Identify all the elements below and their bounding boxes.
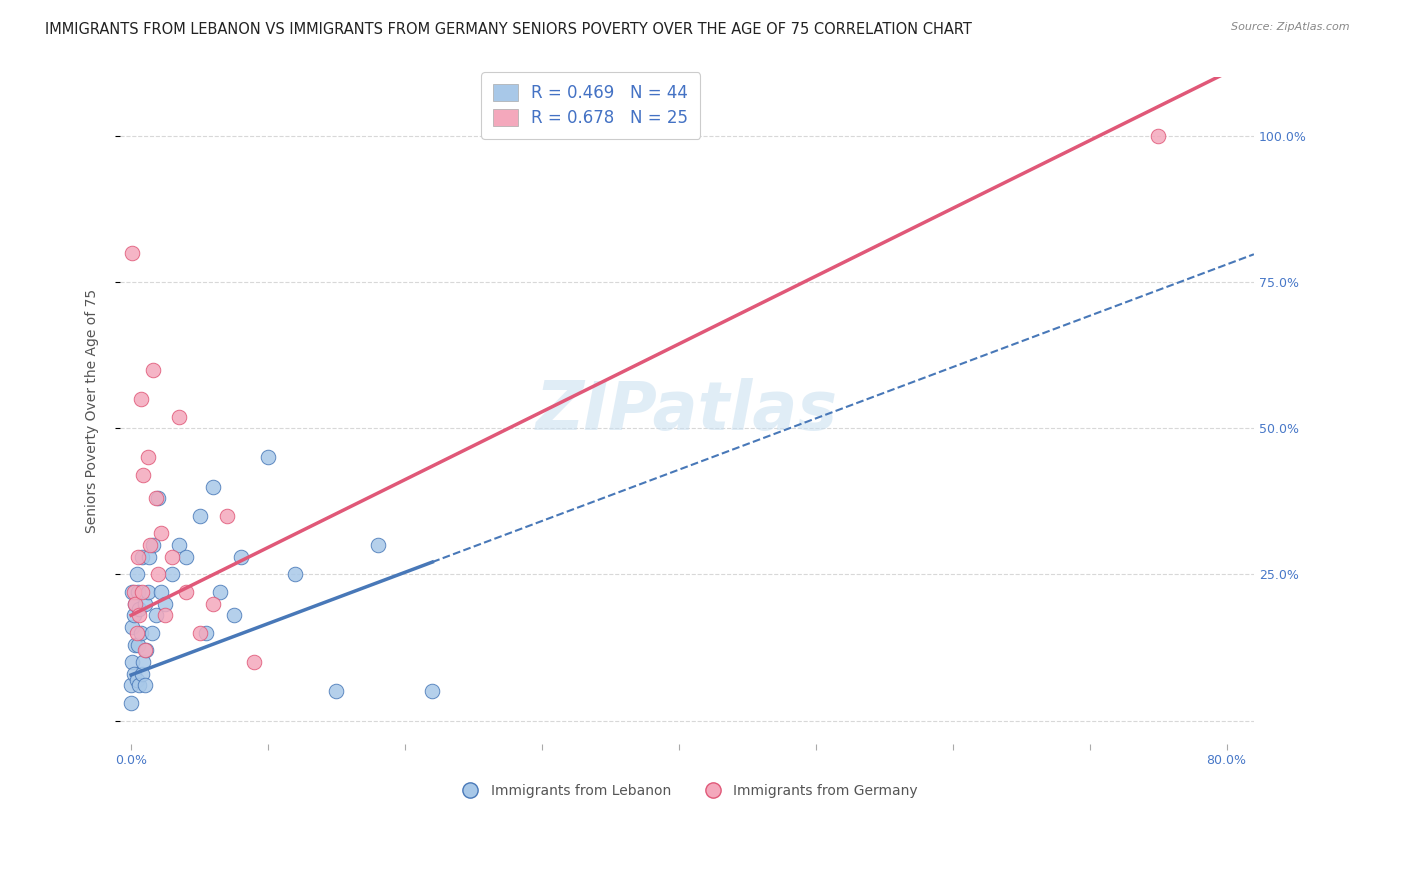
Point <box>129 625 152 640</box>
Point <box>160 567 183 582</box>
Point <box>138 549 160 564</box>
Point <box>131 666 153 681</box>
Point <box>139 538 162 552</box>
Point <box>122 608 145 623</box>
Point <box>136 585 159 599</box>
Point <box>125 567 148 582</box>
Point <box>202 480 225 494</box>
Point <box>120 678 142 692</box>
Text: Source: ZipAtlas.com: Source: ZipAtlas.com <box>1232 22 1350 32</box>
Point <box>128 678 150 692</box>
Point <box>127 638 149 652</box>
Point <box>160 549 183 564</box>
Point <box>174 549 197 564</box>
Legend: Immigrants from Lebanon, Immigrants from Germany: Immigrants from Lebanon, Immigrants from… <box>450 779 924 804</box>
Point <box>257 450 280 465</box>
Point <box>121 245 143 260</box>
Point <box>129 392 152 406</box>
Point <box>202 597 225 611</box>
Point <box>132 655 155 669</box>
Point <box>128 608 150 623</box>
Point <box>125 625 148 640</box>
Point <box>122 666 145 681</box>
Point <box>132 467 155 482</box>
Point <box>167 538 190 552</box>
Point <box>229 549 252 564</box>
Point <box>150 526 173 541</box>
Point <box>127 549 149 564</box>
Point <box>121 655 143 669</box>
Point <box>195 625 218 640</box>
Point <box>222 608 245 623</box>
Point <box>145 491 167 506</box>
Point <box>243 655 266 669</box>
Point <box>135 643 157 657</box>
Point <box>367 538 389 552</box>
Point <box>215 508 238 523</box>
Point <box>420 684 443 698</box>
Point <box>148 567 170 582</box>
Point <box>124 638 146 652</box>
Point <box>150 585 173 599</box>
Point <box>142 363 165 377</box>
Point <box>128 602 150 616</box>
Point <box>188 508 211 523</box>
Point <box>325 684 347 698</box>
Point <box>209 585 232 599</box>
Point <box>125 673 148 687</box>
Point <box>121 585 143 599</box>
Text: ZIPatlas: ZIPatlas <box>536 377 838 443</box>
Point <box>167 409 190 424</box>
Point <box>131 585 153 599</box>
Point <box>124 597 146 611</box>
Point <box>142 538 165 552</box>
Point <box>131 549 153 564</box>
Point <box>124 597 146 611</box>
Y-axis label: Seniors Poverty Over the Age of 75: Seniors Poverty Over the Age of 75 <box>86 289 100 533</box>
Point <box>134 678 156 692</box>
Point <box>120 696 142 710</box>
Point <box>188 625 211 640</box>
Point <box>1147 128 1170 143</box>
Point <box>174 585 197 599</box>
Point <box>121 620 143 634</box>
Point <box>155 608 177 623</box>
Point <box>134 643 156 657</box>
Point <box>134 597 156 611</box>
Text: IMMIGRANTS FROM LEBANON VS IMMIGRANTS FROM GERMANY SENIORS POVERTY OVER THE AGE : IMMIGRANTS FROM LEBANON VS IMMIGRANTS FR… <box>45 22 972 37</box>
Point <box>148 491 170 506</box>
Point <box>284 567 307 582</box>
Point <box>141 625 163 640</box>
Point <box>122 585 145 599</box>
Point <box>155 597 177 611</box>
Point <box>145 608 167 623</box>
Point <box>136 450 159 465</box>
Point <box>127 585 149 599</box>
